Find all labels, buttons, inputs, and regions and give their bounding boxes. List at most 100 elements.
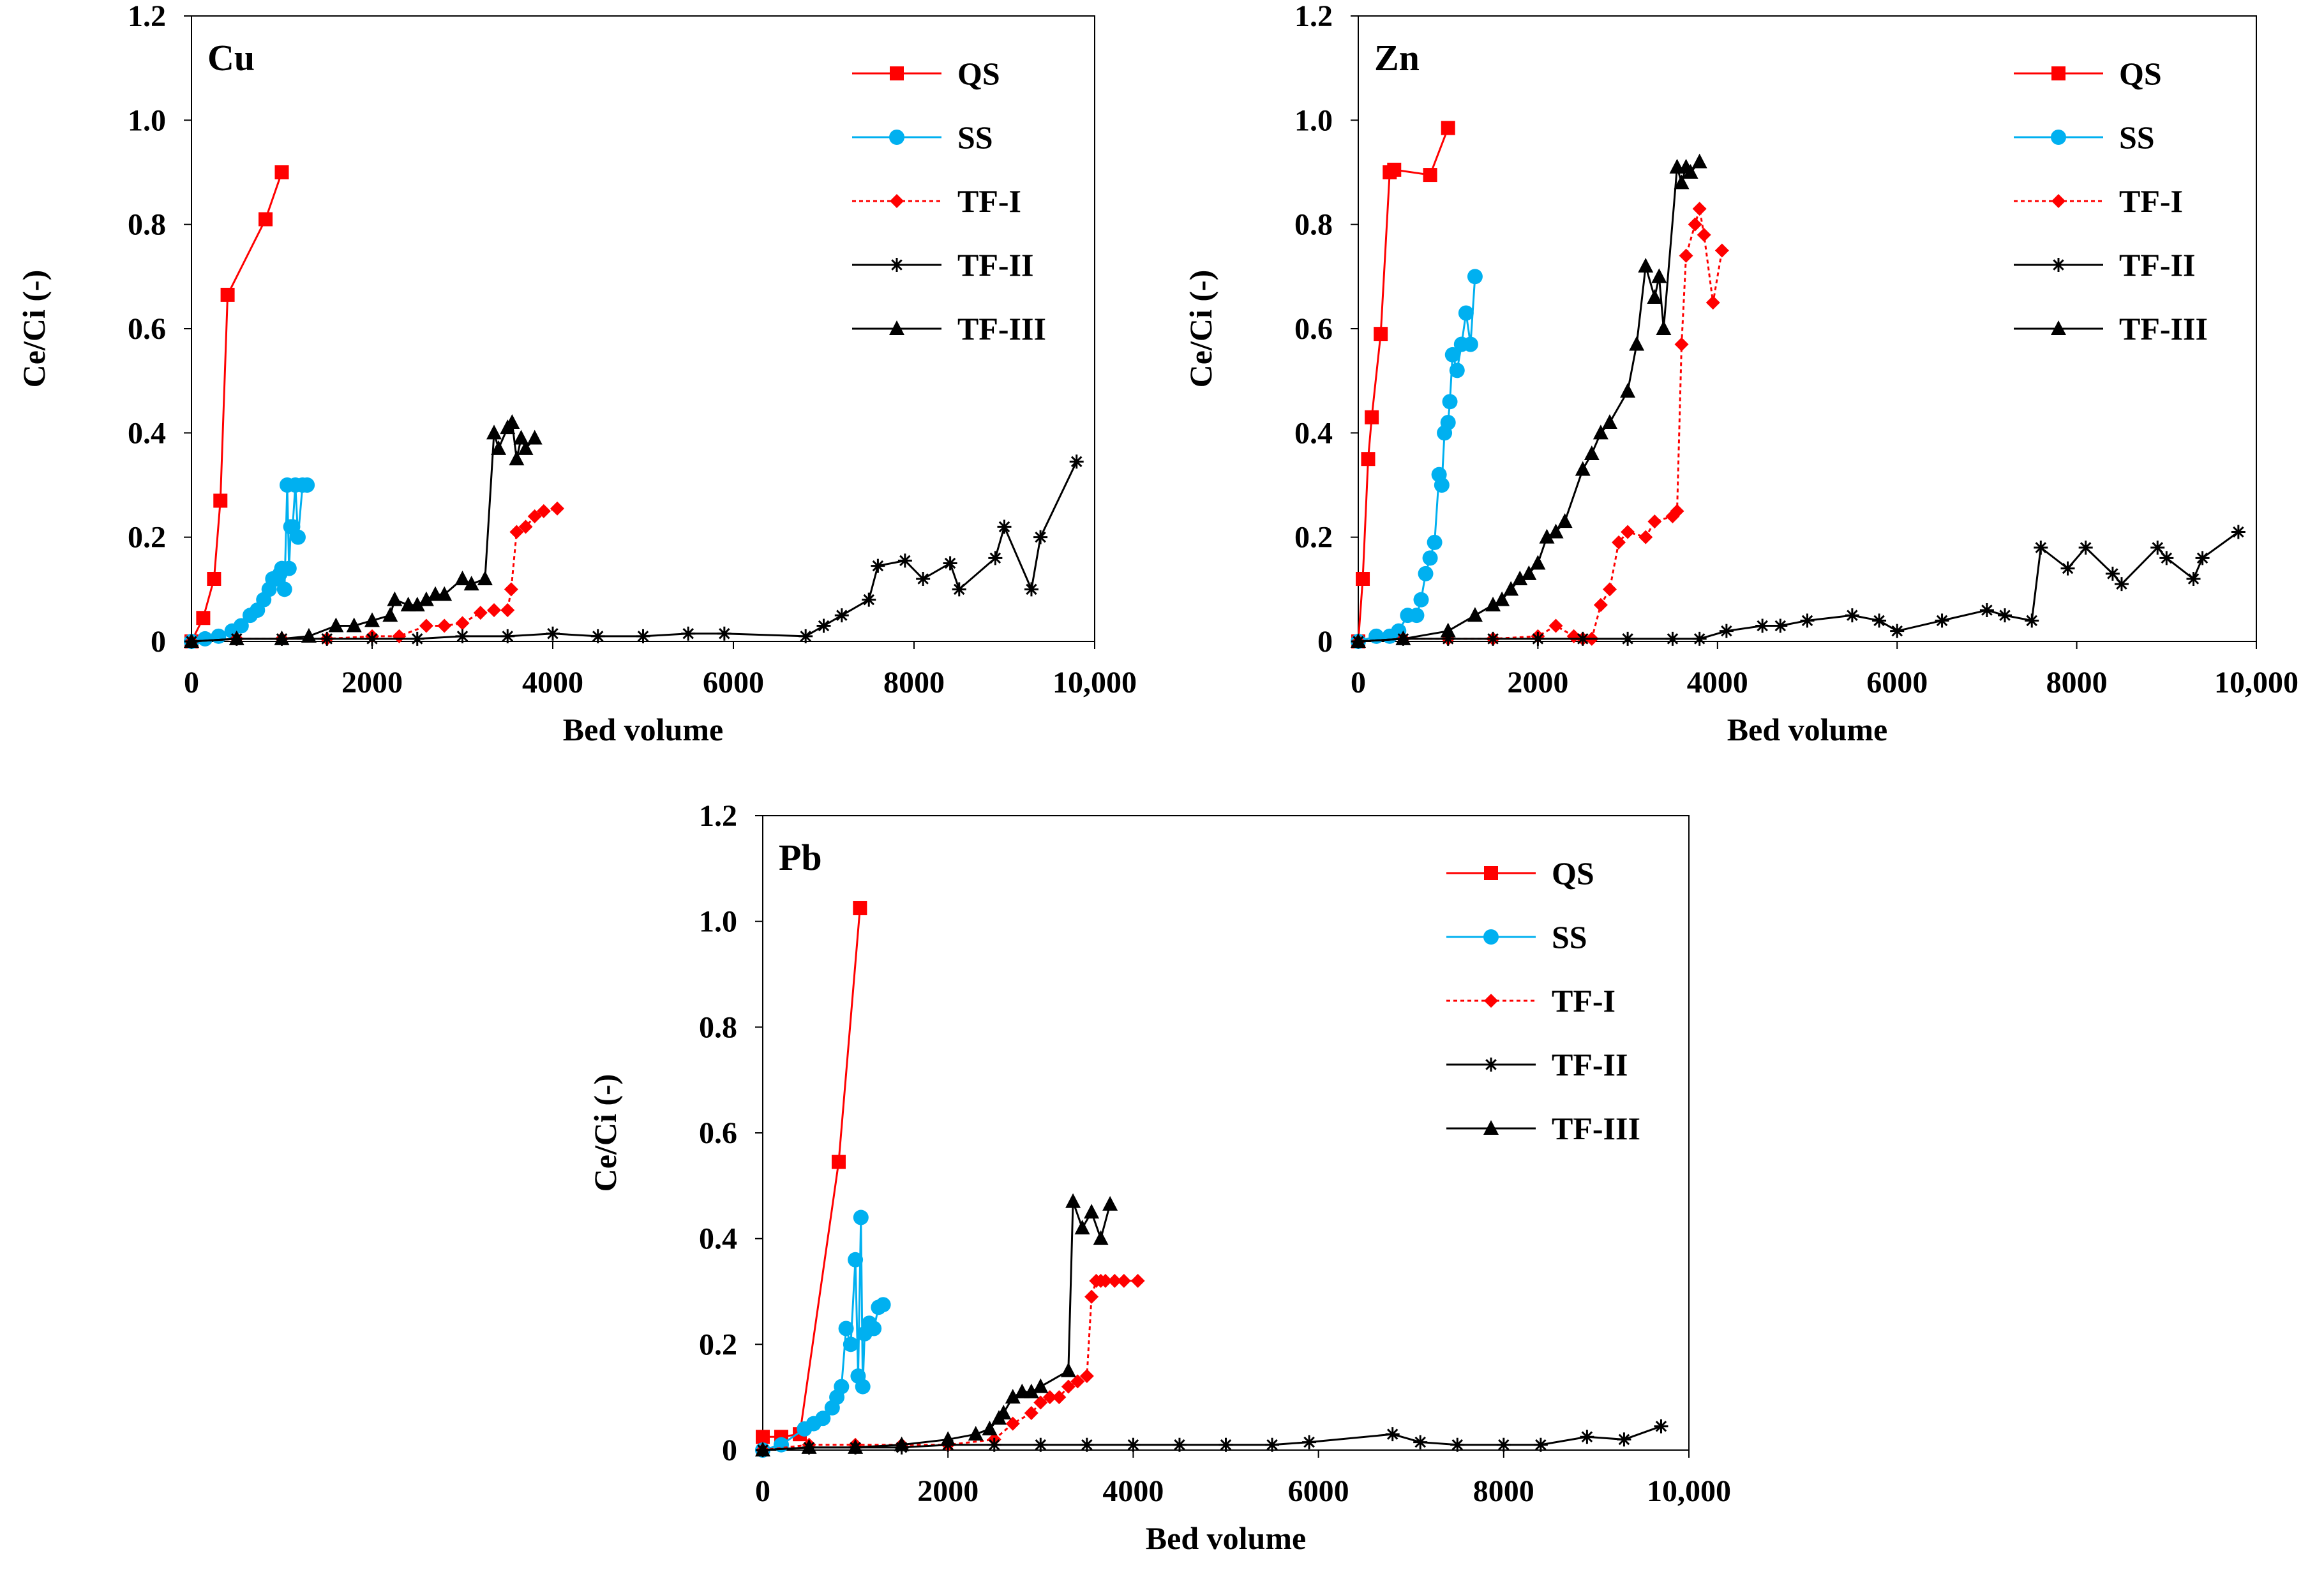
pb-series-qs: [756, 901, 867, 1444]
pb-tf-iii-point: [1023, 1383, 1039, 1398]
pb-ss-point: [834, 1379, 850, 1395]
zn-tf-ii-point: [1935, 613, 1949, 628]
zn-tf-ii-point: [1692, 631, 1707, 646]
zn-tf-ii-point: [1890, 624, 1905, 638]
zn-tf-ii-point: [1621, 631, 1635, 646]
cu-tf-iii-point: [184, 633, 199, 648]
pb-x-tick-label: 4000: [1102, 1474, 1164, 1508]
pb-tf-i-point: [1107, 1273, 1122, 1288]
pb-tf-iii-point: [940, 1431, 956, 1446]
zn-legend-marker-tf-ii: [2051, 258, 2065, 272]
zn-ss-point: [1427, 534, 1443, 550]
pb-tf-ii-point: [1033, 1437, 1048, 1452]
cu-panel-title: Cu: [207, 37, 255, 79]
zn-tf-i-point: [1638, 530, 1653, 544]
cu-tf-ii-point: [988, 551, 1003, 565]
zn-tf-ii-point: [1575, 631, 1590, 646]
cu-legend-marker-tf-ii: [890, 258, 904, 272]
zn-legend-label-qs: QS: [2119, 56, 2162, 91]
zn-qs-point: [1441, 121, 1455, 135]
zn-tf-ii-point: [1998, 608, 2013, 623]
pb-x-tick-label: 6000: [1288, 1474, 1349, 1508]
zn-tf-i-point: [1679, 248, 1693, 263]
pb-legend-marker-tf-i: [1484, 994, 1498, 1008]
cu-y-tick-label: 0.6: [128, 312, 166, 346]
cu-legend-marker-tf-iii: [889, 320, 904, 335]
pb-tf-i-point: [1005, 1416, 1020, 1431]
zn-tf-ii-point: [1486, 631, 1501, 646]
pb-tf-i-point: [1098, 1273, 1113, 1288]
zn-y-tick-label: 0.4: [1294, 416, 1333, 450]
zn-tf-ii-point: [1665, 631, 1680, 646]
cu-tf-ii-point: [590, 629, 605, 643]
zn-tf-ii-point: [2186, 572, 2201, 586]
pb-legend-label-tf-i: TF-I: [1552, 983, 1616, 1019]
zn-tf-i-point: [1674, 337, 1689, 352]
zn-tf-iii-point: [1485, 596, 1501, 611]
cu-tf-ii-point: [997, 520, 1012, 534]
pb-tf-ii-point: [1450, 1437, 1465, 1452]
chart-panel-cu: 0 0.2 0.4 0.6 0.8 1.0 1.2 0 2000 4000 6000 8000 10,0…: [16, 0, 1137, 747]
zn-ss-point: [1462, 336, 1478, 352]
pb-x-tick-label: 8000: [1473, 1474, 1534, 1508]
pb-ss-point: [875, 1297, 891, 1313]
cu-x-tick-label: 6000: [703, 666, 764, 700]
pb-tf-i-point: [1033, 1395, 1048, 1410]
zn-tf-ii-point: [2231, 525, 2245, 539]
pb-tf-ii-point: [1172, 1437, 1187, 1452]
pb-plot-frame: [762, 815, 1690, 1451]
cu-qs-line: [190, 172, 283, 642]
zn-tf-ii-point: [1531, 631, 1545, 646]
pb-qs-point: [853, 901, 867, 915]
cu-tf-ii-point: [717, 626, 731, 641]
zn-ss-point: [1418, 565, 1434, 581]
pb-tf-ii-point: [1654, 1419, 1668, 1433]
zn-tf-iii-point: [1467, 607, 1483, 622]
zn-tf-ii-point: [2195, 551, 2210, 565]
zn-tf-ii-point: [1800, 613, 1815, 628]
cu-tf-ii-point: [681, 626, 696, 641]
zn-tf-ii-point: [1773, 618, 1788, 633]
cu-qs-point: [196, 611, 211, 625]
cu-y-tick-label: 0: [151, 625, 166, 659]
zn-qs-point: [1361, 452, 1376, 467]
zn-tf-i-point: [1714, 243, 1729, 258]
cu-x-tick-label: 4000: [522, 666, 583, 700]
zn-tf-iii-point: [1539, 528, 1555, 544]
cu-series-tf-iii: [184, 414, 543, 648]
zn-y-tick-label: 0: [1317, 625, 1333, 659]
cu-tf-iii-point: [409, 596, 425, 611]
zn-ss-point: [1440, 415, 1456, 430]
pb-tf-iii-point: [968, 1426, 984, 1441]
zn-tf-i-point: [1548, 618, 1563, 633]
cu-y-tick-label: 1.2: [128, 0, 166, 33]
pb-tf-ii-point: [987, 1437, 1001, 1452]
zn-legend-marker-tf-iii: [2051, 320, 2066, 335]
cu-x-tick-label: 2000: [341, 666, 403, 700]
zn-ss-point: [1409, 608, 1425, 624]
pb-tf-ii-point: [1126, 1437, 1141, 1452]
pb-tf-i-point: [1130, 1273, 1145, 1288]
cu-tf-ii-point: [1024, 582, 1038, 597]
pb-legend-marker-qs: [1484, 866, 1498, 880]
pb-x-tick-label: 2000: [917, 1474, 978, 1508]
zn-tf-iii-point: [1521, 565, 1537, 580]
cu-tf-ii-point: [546, 626, 560, 641]
zn-tf-ii-point: [1845, 608, 1859, 623]
zn-tf-ii-line: [1358, 531, 2239, 643]
cu-qs-point: [220, 287, 235, 302]
zn-tf-ii-point: [1979, 603, 1994, 617]
cu-tf-ii-point: [365, 631, 379, 646]
pb-y-axis-title: Ce/Ci (-): [587, 1074, 623, 1192]
zn-tf-iii-point: [1557, 513, 1573, 528]
cu-tf-ii-point: [455, 629, 470, 643]
zn-tf-iii-point: [1494, 591, 1510, 606]
zn-tf-iii-point: [1601, 414, 1617, 429]
pb-tf-ii-point: [1496, 1437, 1511, 1452]
zn-tf-iii-point: [1530, 555, 1546, 570]
zn-x-axis-title: Bed volume: [1727, 712, 1887, 747]
cu-tf-i-point: [419, 618, 433, 633]
zn-x-tick-label: 2000: [1507, 666, 1568, 700]
cu-legend-marker-ss: [889, 130, 904, 145]
